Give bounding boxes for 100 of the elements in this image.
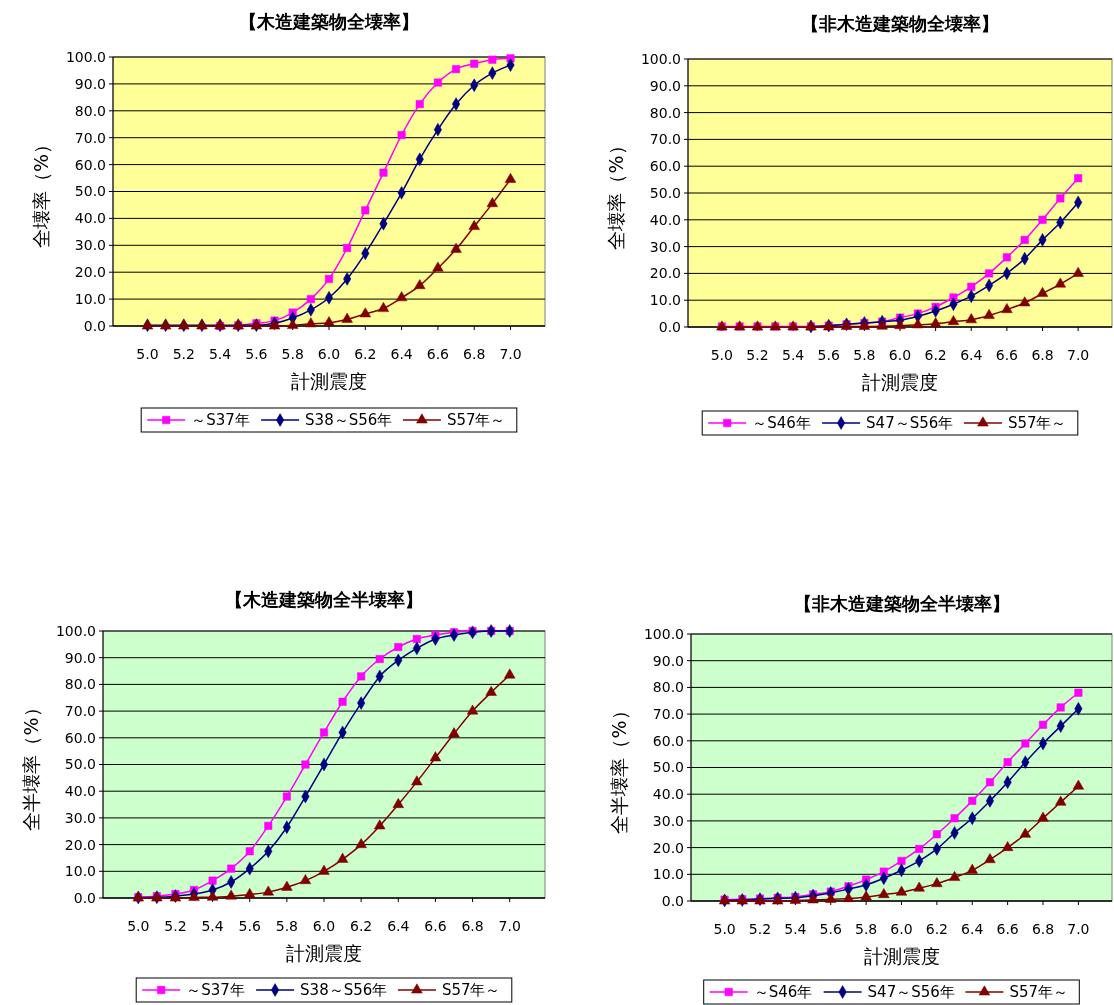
x-tick-label: 5.6 [238,918,261,934]
x-tick-label: 6.4 [961,921,984,937]
y-tick-label: 60.0 [64,729,96,746]
y-tick-label: 0.0 [83,317,106,334]
chart-title: 【非木造建築物全壊率】 [801,13,999,34]
x-tick-label: 7.0 [1067,921,1090,937]
x-tick-label: 6.8 [461,918,484,934]
x-tick-label: 6.0 [312,918,336,934]
y-tick-label: 20.0 [64,836,96,853]
legend-label: ～S46年 [752,414,811,433]
y-tick-label: 90.0 [652,652,684,669]
y-tick-label: 100.0 [65,48,106,65]
x-tick-label: 5.4 [781,347,805,363]
y-tick-label: 70.0 [74,129,106,146]
y-axis-title: 全壊率（%） [605,136,627,250]
y-tick-label: 10.0 [652,866,684,883]
y-tick-label: 90.0 [649,77,681,94]
x-tick-label: 5.2 [164,918,187,934]
x-tick-label: 6.0 [317,346,341,362]
x-tick-label: 6.6 [996,921,1019,937]
x-tick-label: 5.2 [746,347,769,363]
y-tick-label: 30.0 [649,238,681,255]
y-tick-label: 0.0 [73,889,96,906]
legend-label: S47～S56年 [867,983,955,1002]
y-tick-label: 70.0 [64,703,96,719]
legend-label: S57年～ [1007,414,1067,433]
x-tick-label: 5.0 [713,921,736,937]
legend-label: S57年～ [446,411,506,430]
y-tick-label: 0.0 [661,892,684,909]
y-tick-label: 80.0 [74,102,106,119]
chart-title: 【木造建築物全半壊率】 [225,589,423,610]
y-tick-label: 90.0 [74,75,106,92]
x-tick-label: 5.4 [208,346,232,362]
legend-label: S47～S56年 [866,414,954,433]
legend-label: ～S37年 [186,981,245,1000]
y-tick-label: 50.0 [74,183,106,200]
x-tick-label: 5.4 [201,918,224,934]
x-tick-label: 5.6 [817,347,840,363]
x-tick-label: 5.0 [136,346,159,362]
x-tick-label: 5.6 [245,346,268,362]
x-axis-title: 計測震度 [862,371,938,393]
y-tick-label: 40.0 [649,211,681,228]
x-tick-label: 6.0 [888,347,912,363]
x-tick-label: 6.2 [924,347,947,363]
y-tick-label: 80.0 [649,104,681,121]
legend-label: S38～S56年 [305,411,393,430]
chart-title: 【木造建築物全壊率】 [239,11,419,32]
legend-label: ～S37年 [191,411,250,430]
x-tick-label: 6.2 [925,921,949,937]
y-tick-label: 100.0 [55,622,96,639]
x-tick-label: 6.8 [1031,921,1055,937]
x-tick-label: 6.0 [890,921,913,937]
y-tick-label: 50.0 [649,184,681,201]
x-tick-label: 6.8 [1031,347,1054,363]
x-tick-label: 6.4 [387,918,410,934]
y-tick-label: 30.0 [74,237,106,254]
y-axis-title: 全壊率（%） [30,134,52,249]
y-axis-title: 全半壊率（%） [608,701,630,834]
x-axis-title: 計測震度 [863,945,940,967]
y-tick-label: 10.0 [649,292,681,309]
x-tick-label: 6.2 [354,346,377,362]
y-tick-label: 40.0 [74,210,106,227]
y-tick-label: 30.0 [64,809,96,826]
y-tick-label: 60.0 [649,158,681,175]
legend-label: S38～S56年 [300,981,388,1000]
x-tick-label: 5.8 [854,921,878,937]
y-tick-label: 40.0 [652,786,684,803]
y-tick-label: 90.0 [64,649,96,666]
y-tick-label: 70.0 [649,131,681,148]
y-tick-label: 0.0 [658,318,681,335]
x-tick-label: 6.6 [424,918,447,934]
y-tick-label: 100.0 [643,625,684,642]
x-tick-label: 6.8 [463,346,486,362]
x-axis-title: 計測震度 [291,370,367,392]
chart-title: 【非木造建築物全半壊率】 [793,593,1010,614]
y-axis-title: 全半壊率（%） [20,698,42,831]
y-tick-label: 30.0 [652,812,684,829]
x-tick-label: 7.0 [498,918,521,934]
y-tick-label: 80.0 [64,676,96,693]
x-tick-label: 6.4 [960,347,983,363]
legend-label: S57年～ [1009,983,1069,1002]
y-tick-label: 40.0 [64,783,96,800]
x-tick-label: 7.0 [499,346,522,362]
x-tick-label: 6.6 [426,346,450,362]
y-tick-label: 20.0 [652,839,684,856]
x-tick-label: 5.8 [281,346,304,362]
x-tick-label: 6.4 [390,346,413,362]
y-tick-label: 100.0 [640,50,681,67]
y-tick-label: 70.0 [652,706,684,722]
legend-label: S57年～ [441,981,501,1000]
x-tick-label: 5.2 [748,921,772,937]
x-tick-label: 5.4 [784,921,807,937]
x-tick-label: 5.8 [853,347,876,363]
x-tick-label: 5.0 [710,347,733,363]
y-tick-label: 20.0 [649,265,681,282]
x-tick-label: 5.8 [275,918,298,934]
x-tick-label: 5.2 [172,346,195,362]
y-tick-label: 20.0 [74,264,106,281]
x-tick-label: 5.0 [127,918,150,934]
x-axis-title: 計測震度 [286,942,362,964]
